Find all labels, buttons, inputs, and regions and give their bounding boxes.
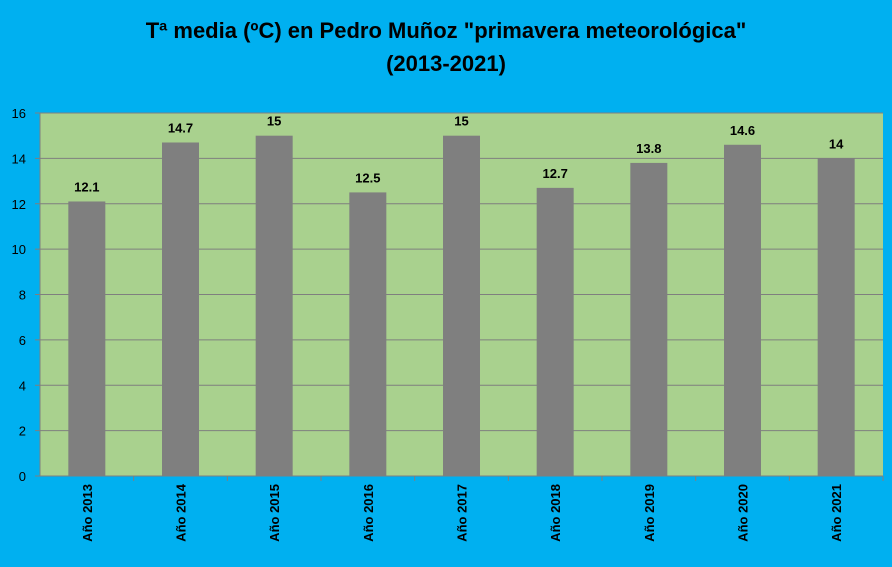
- category-label: Año 2020: [736, 484, 751, 542]
- data-label: 14.7: [168, 120, 193, 135]
- category-label: Año 2015: [267, 484, 282, 542]
- category-label: Año 2021: [829, 484, 844, 542]
- y-tick-label: 2: [19, 424, 26, 439]
- bar: [443, 135, 480, 476]
- category-label: Año 2019: [642, 484, 657, 542]
- y-tick-label: 14: [12, 151, 26, 166]
- y-tick-label: 10: [12, 242, 26, 257]
- chart-title: Tª media (ºC) en Pedro Muñoz "primavera …: [0, 14, 892, 80]
- data-label: 12.1: [74, 179, 99, 194]
- chart-title-line: Tª media (ºC) en Pedro Muñoz "primavera …: [145, 18, 747, 43]
- y-tick-label: 4: [19, 378, 26, 393]
- bar: [68, 201, 106, 476]
- bar: [349, 192, 387, 476]
- bar: [817, 158, 855, 476]
- data-label: 15: [454, 114, 468, 129]
- y-tick-label: 6: [19, 333, 26, 348]
- category-label: Año 2018: [548, 484, 563, 542]
- data-label: 13.8: [636, 141, 661, 156]
- category-label: Año 2013: [80, 484, 95, 542]
- y-tick-label: 8: [19, 288, 26, 303]
- category-label: Año 2016: [361, 484, 376, 542]
- bar: [255, 135, 293, 476]
- bar: [630, 162, 668, 476]
- data-label: 14.6: [730, 123, 755, 138]
- bar: [162, 142, 199, 476]
- y-tick-label: 12: [12, 197, 26, 212]
- category-label: Año 2017: [455, 484, 470, 542]
- y-tick-label: 16: [12, 106, 26, 121]
- bar: [724, 144, 761, 476]
- data-label: 12.7: [543, 166, 568, 181]
- data-label: 12.5: [355, 170, 380, 185]
- y-tick-label: 0: [19, 469, 26, 484]
- bar: [536, 187, 574, 476]
- chart-subtitle: (2013-2021): [386, 51, 506, 76]
- data-label: 14: [829, 136, 844, 151]
- category-label: Año 2014: [174, 483, 189, 542]
- data-label: 15: [267, 114, 281, 129]
